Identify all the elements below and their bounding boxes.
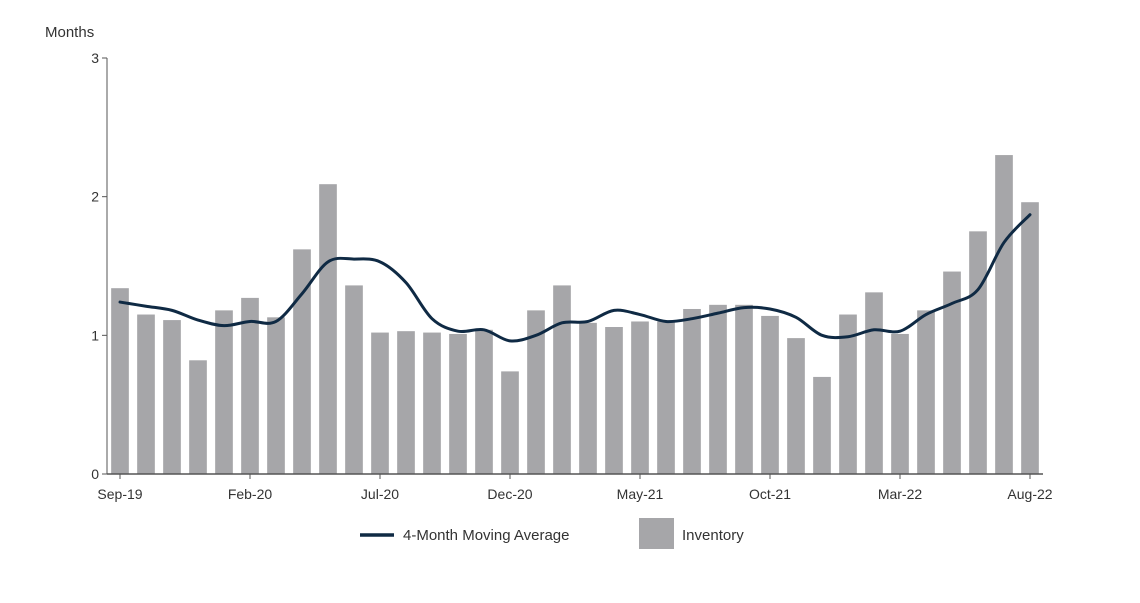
bar-Sep-20: [423, 332, 441, 474]
bar-Oct-21: [761, 315, 779, 474]
bar-Aug-20: [397, 331, 415, 474]
x-tick-label: Oct-21: [749, 486, 791, 502]
bar-Aug-22: [1021, 202, 1039, 474]
bar-Feb-20: [241, 297, 259, 474]
bar-Jan-20: [215, 310, 233, 474]
bar-Jan-21: [527, 310, 545, 474]
legend-bar-label: Inventory: [682, 527, 744, 544]
bar-Aug-21: [709, 304, 727, 474]
legend-line-label: 4-Month Moving Average: [403, 527, 570, 544]
bar-Mar-20: [267, 317, 285, 474]
y-tick-label: 0: [91, 466, 99, 482]
legend-bar-swatch: [639, 518, 674, 549]
bar-Apr-20: [293, 249, 311, 474]
bar-Oct-20: [449, 333, 467, 474]
bar-Apr-21: [605, 327, 623, 474]
bar-Mar-22: [891, 333, 909, 474]
bar-Nov-21: [787, 338, 805, 474]
bar-Sep-19: [111, 288, 129, 474]
bar-Dec-19: [189, 360, 207, 474]
bar-Feb-21: [553, 285, 571, 474]
bars-layer: [111, 155, 1039, 474]
bar-Nov-19: [163, 320, 181, 474]
bar-Jun-20: [345, 285, 363, 474]
y-axis-title: Months: [45, 24, 95, 41]
bar-Jul-20: [371, 332, 389, 474]
bar-Nov-20: [475, 329, 493, 474]
bar-May-21: [631, 321, 649, 474]
x-tick-label: Dec-20: [487, 486, 532, 502]
x-tick-label: Aug-22: [1007, 486, 1052, 502]
x-tick-label: Mar-22: [878, 486, 923, 502]
bar-Dec-20: [501, 371, 519, 474]
y-tick-label: 1: [91, 327, 99, 343]
x-tick-label: Sep-19: [97, 486, 142, 502]
y-tick-label: 2: [91, 189, 99, 205]
bar-Feb-22: [865, 292, 883, 474]
x-tick-label: Feb-20: [228, 486, 273, 502]
bar-Jun-22: [969, 231, 987, 474]
legend: 4-Month Moving Average Inventory: [360, 518, 744, 549]
x-tick-label: Jul-20: [361, 486, 399, 502]
bar-May-20: [319, 184, 337, 474]
bar-Dec-21: [813, 376, 831, 474]
bar-Jun-21: [657, 321, 675, 474]
bar-Sep-21: [735, 304, 753, 474]
axes-layer: 0 1 2 3 Sep-19 Feb-20 Jul-20 Dec-20 May-21 Oct-21…: [91, 50, 1053, 502]
x-tick-label: May-21: [617, 486, 664, 502]
bar-Jan-22: [839, 314, 857, 474]
bar-Oct-19: [137, 314, 155, 474]
bar-Apr-22: [917, 310, 935, 474]
bar-Mar-21: [579, 322, 597, 474]
line-layer: [118, 213, 1032, 343]
bar-Jul-22: [995, 155, 1013, 474]
bar-May-22: [943, 271, 961, 474]
bar-Jul-21: [683, 308, 701, 474]
moving-average-line: [118, 213, 1032, 343]
y-tick-label: 3: [91, 50, 99, 66]
